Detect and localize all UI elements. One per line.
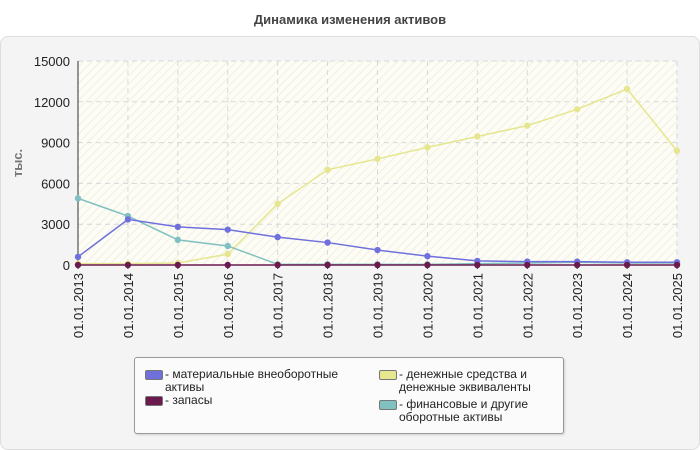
data-point-2 xyxy=(524,122,531,129)
legend-swatch xyxy=(145,370,163,380)
data-point-0 xyxy=(174,223,182,231)
x-tick-label: 01.01.2018 xyxy=(321,273,336,338)
data-point-1 xyxy=(474,261,481,269)
chart-title: Динамика изменения активов xyxy=(253,12,447,27)
data-point-1 xyxy=(174,261,182,269)
data-point-0 xyxy=(424,252,431,260)
x-tick-label: 01.01.2025 xyxy=(670,273,685,338)
legend: - материальные внеоборотные активы - зап… xyxy=(134,357,564,434)
legend-swatch xyxy=(379,400,397,410)
data-point-2 xyxy=(424,144,431,151)
y-tick-label: 0 xyxy=(63,258,70,273)
data-point-1 xyxy=(74,261,82,269)
legend-label: - материальные внеоборотные активы xyxy=(165,367,339,394)
data-point-3 xyxy=(74,195,82,202)
y-axis-label: тыс. xyxy=(10,149,25,177)
data-point-1 xyxy=(274,261,281,269)
data-point-0 xyxy=(224,226,231,233)
data-point-0 xyxy=(324,239,331,246)
legend-label: - денежные средства и денежные эквивален… xyxy=(399,367,531,394)
legend-item-inventory: - запасы xyxy=(145,394,212,407)
x-tick-label: 01.01.2022 xyxy=(520,273,535,338)
data-point-0 xyxy=(124,216,132,223)
data-point-1 xyxy=(524,261,531,269)
legend-item-cash: - денежные средства и денежные эквивален… xyxy=(379,368,531,394)
x-tick-label: 01.01.2024 xyxy=(620,273,635,338)
legend-swatch xyxy=(145,396,163,406)
data-point-0 xyxy=(74,253,82,261)
data-point-0 xyxy=(374,246,381,254)
data-point-3 xyxy=(224,242,231,250)
data-point-2 xyxy=(673,147,681,154)
data-point-1 xyxy=(673,261,681,269)
data-point-1 xyxy=(124,261,132,269)
data-point-2 xyxy=(224,250,231,258)
data-point-3 xyxy=(174,236,182,244)
data-point-1 xyxy=(573,261,581,269)
y-tick-label: 3000 xyxy=(41,217,70,232)
data-point-2 xyxy=(573,106,581,113)
y-tick-label: 6000 xyxy=(41,176,70,191)
data-point-2 xyxy=(374,155,381,163)
data-point-2 xyxy=(324,166,331,173)
x-tick-label: 01.01.2015 xyxy=(171,273,186,338)
x-tick-label: 01.01.2021 xyxy=(470,273,485,338)
y-tick-label: 9000 xyxy=(41,136,70,151)
data-point-2 xyxy=(623,85,631,93)
y-tick-label: 15000 xyxy=(34,54,70,69)
x-tick-label: 01.01.2023 xyxy=(570,273,585,338)
data-point-1 xyxy=(623,261,631,269)
y-tick-label: 12000 xyxy=(34,95,70,110)
x-tick-label: 01.01.2017 xyxy=(271,273,286,338)
x-tick-label: 01.01.2013 xyxy=(71,273,86,338)
data-point-0 xyxy=(274,233,281,241)
x-tick-label: 01.01.2020 xyxy=(420,273,435,338)
data-point-1 xyxy=(324,261,331,269)
legend-label: - запасы xyxy=(165,393,213,407)
x-tick-label: 01.01.2019 xyxy=(371,273,386,338)
legend-item-financial-assets: - финансовые и другие оборотные активы xyxy=(379,398,528,424)
data-point-2 xyxy=(274,200,281,207)
x-tick-label: 01.01.2016 xyxy=(221,273,236,338)
legend-item-tangible-assets: - материальные внеоборотные активы xyxy=(145,368,338,394)
data-point-1 xyxy=(224,261,231,269)
legend-swatch xyxy=(379,370,397,380)
x-tick-label: 01.01.2014 xyxy=(121,273,136,338)
data-point-1 xyxy=(374,261,381,269)
legend-label: - финансовые и другие оборотные активы xyxy=(399,397,528,424)
data-point-2 xyxy=(474,133,481,140)
data-point-1 xyxy=(424,261,431,269)
